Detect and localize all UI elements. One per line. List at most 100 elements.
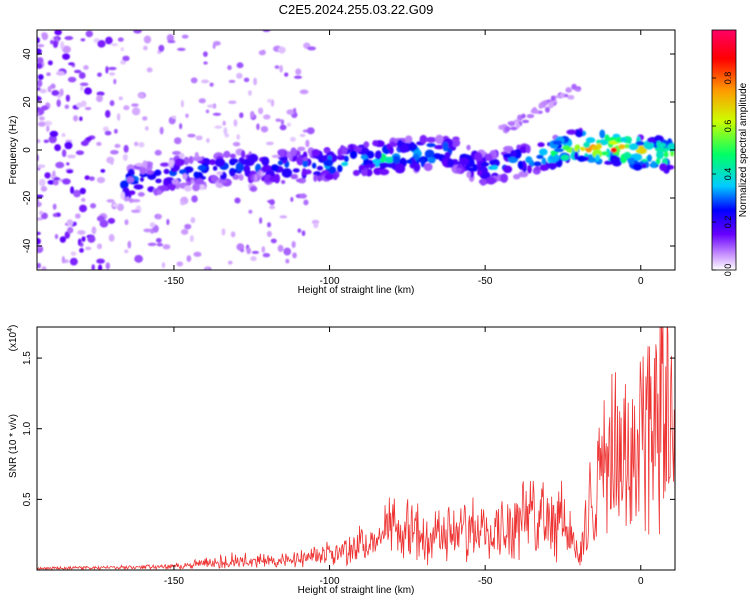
spectrogram-cell xyxy=(41,266,47,270)
spectrogram-cell xyxy=(573,151,579,161)
spectrogram-cell xyxy=(122,55,130,62)
spectrogram-cell xyxy=(112,203,119,208)
spectrogram-cell xyxy=(198,184,206,191)
spectrogram-cell xyxy=(546,162,558,169)
spectrogram-cell xyxy=(656,142,667,148)
spectrogram-cell xyxy=(39,210,44,216)
spectrogram-cell xyxy=(161,262,166,269)
spectrogram-cell xyxy=(110,149,119,155)
spectrogram-cell xyxy=(538,102,543,109)
spectrogram-cell xyxy=(81,197,86,202)
spectrogram-cell xyxy=(177,47,186,52)
spectrogram-cell xyxy=(54,30,62,36)
spectrogram-cell xyxy=(513,173,521,180)
spectrogram-cell xyxy=(102,126,109,133)
spectrogram-cell xyxy=(565,88,571,93)
spectrogram-cell xyxy=(536,154,544,159)
spectrogram-cell xyxy=(128,190,136,196)
x-tick-label: -100 xyxy=(320,576,340,587)
spectrogram-cell xyxy=(37,79,43,88)
spectrogram-cell xyxy=(290,147,297,157)
spectrogram-cell xyxy=(341,161,349,167)
spectrogram-cell xyxy=(303,199,309,206)
spectrogram-cell xyxy=(491,165,498,170)
spectrogram-cell xyxy=(227,260,233,265)
spectrogram-cell xyxy=(193,171,199,179)
spectrogram-cell xyxy=(574,88,581,92)
spectrogram-cell xyxy=(228,79,236,83)
spectrogram-cell xyxy=(156,242,164,247)
spectrogram-cell xyxy=(133,184,144,190)
spectrogram-cell xyxy=(259,217,263,224)
spectrogram-cell xyxy=(214,158,226,167)
spectrogram-cell xyxy=(580,146,586,151)
spectrogram-cell xyxy=(271,154,281,158)
spectrogram-cell xyxy=(466,144,471,151)
colorbar-tick-label: 0.0 xyxy=(723,264,733,277)
spectrogram-cell xyxy=(194,152,199,158)
spectrogram-cell xyxy=(190,217,196,224)
spectrogram-cell xyxy=(52,213,58,218)
spectrogram-cell xyxy=(105,66,109,74)
spectrogram-cell xyxy=(504,126,511,132)
spectrogram-cell xyxy=(332,173,338,181)
spectrogram-cell xyxy=(246,247,252,255)
spectrogram-y-ticks: -40 -20 0 20 40 xyxy=(22,48,675,253)
spectrogram-cell xyxy=(78,72,86,79)
spectrogram-cell xyxy=(84,106,92,111)
spectrogram-cell xyxy=(286,109,295,115)
spectrogram-cell xyxy=(585,137,596,144)
spectrogram-cell xyxy=(37,44,45,48)
spectrogram-cell xyxy=(99,219,109,228)
spectrogram-cell xyxy=(324,173,335,180)
spectrogram-cell xyxy=(79,187,86,195)
snr-plot-area xyxy=(37,327,675,570)
spectrogram-cell xyxy=(566,129,578,135)
spectrogram-cell xyxy=(195,135,203,141)
spectrogram-cell xyxy=(37,121,46,127)
spectrogram-cell xyxy=(292,252,297,259)
spectrogram-cell xyxy=(235,162,245,172)
spectrogram-y-axis-label: Frequency (Hz) xyxy=(8,116,19,185)
spectrogram-cell xyxy=(392,155,401,164)
spectrogram-cell xyxy=(190,77,198,84)
spectrogram-cell xyxy=(238,173,244,181)
x-tick-label: -150 xyxy=(164,576,184,587)
spectrogram-cells xyxy=(37,30,675,270)
svg-text:(x104): (x104) xyxy=(7,325,19,352)
spectrogram-cell xyxy=(627,138,632,144)
spectrogram-cell xyxy=(124,219,129,226)
spectrogram-cell xyxy=(156,214,162,220)
spectrogram-cell xyxy=(250,110,255,118)
spectrogram-cell xyxy=(147,186,155,193)
x-tick-label: -50 xyxy=(478,276,493,287)
y-tick-label: 20 xyxy=(22,96,33,108)
spectrogram-cell xyxy=(545,106,550,113)
spectrogram-cell xyxy=(647,137,656,143)
spectrogram-cell xyxy=(567,95,575,100)
spectrogram-cell xyxy=(210,175,219,183)
spectrogram-cell xyxy=(360,154,368,160)
spectrogram-cell xyxy=(212,43,216,49)
spectrogram-cell xyxy=(663,151,669,158)
spectrogram-cell xyxy=(232,141,241,147)
spectrogram-cell xyxy=(96,243,103,250)
spectrogram-cell xyxy=(72,221,77,227)
spectrogram-cell xyxy=(236,134,240,140)
spectrogram-cell xyxy=(280,119,285,125)
spectrogram-cell xyxy=(80,242,84,247)
spectrogram-cell xyxy=(70,251,77,256)
spectrogram-cell xyxy=(97,264,103,270)
spectrogram-cell xyxy=(37,201,42,208)
spectrogram-cell xyxy=(502,153,513,158)
spectrogram-cell xyxy=(174,158,185,167)
spectrogram-cell xyxy=(51,90,60,96)
spectrogram-cell xyxy=(172,150,182,156)
spectrogram-cell xyxy=(435,134,444,145)
spectrogram-cell xyxy=(539,164,549,172)
spectrogram-cell xyxy=(291,240,296,248)
spectrogram-cell xyxy=(527,164,532,174)
spectrogram-cell xyxy=(209,82,214,87)
spectrogram-cell xyxy=(38,178,46,187)
spectrogram-cell xyxy=(290,173,299,180)
